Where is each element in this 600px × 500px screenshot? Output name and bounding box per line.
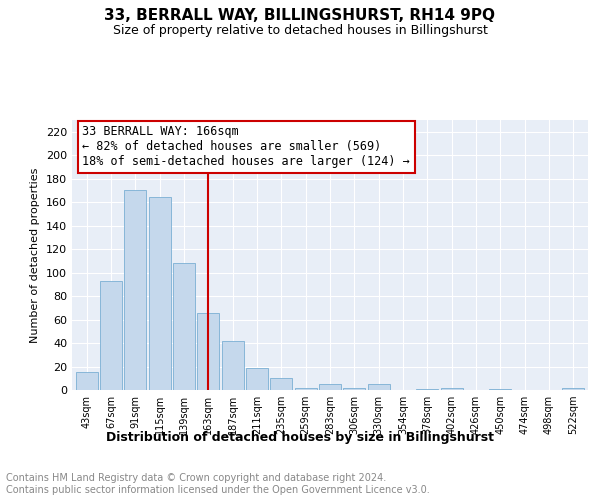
Bar xyxy=(197,312,219,390)
Bar xyxy=(441,388,463,390)
Bar xyxy=(124,190,146,390)
Bar xyxy=(368,384,389,390)
Text: 33 BERRALL WAY: 166sqm
← 82% of detached houses are smaller (569)
18% of semi-de: 33 BERRALL WAY: 166sqm ← 82% of detached… xyxy=(82,126,410,168)
Bar xyxy=(221,340,244,390)
Bar xyxy=(149,198,170,390)
Text: Contains HM Land Registry data © Crown copyright and database right 2024.
Contai: Contains HM Land Registry data © Crown c… xyxy=(6,474,430,495)
Bar xyxy=(271,378,292,390)
Text: 33, BERRALL WAY, BILLINGSHURST, RH14 9PQ: 33, BERRALL WAY, BILLINGSHURST, RH14 9PQ xyxy=(104,8,496,22)
Bar xyxy=(295,388,317,390)
Text: Size of property relative to detached houses in Billingshurst: Size of property relative to detached ho… xyxy=(113,24,487,37)
Bar xyxy=(319,384,341,390)
Bar xyxy=(173,263,195,390)
Bar xyxy=(490,389,511,390)
Bar xyxy=(76,372,98,390)
Bar xyxy=(343,388,365,390)
Text: Distribution of detached houses by size in Billingshurst: Distribution of detached houses by size … xyxy=(106,431,494,444)
Bar xyxy=(246,368,268,390)
Bar xyxy=(416,389,439,390)
Y-axis label: Number of detached properties: Number of detached properties xyxy=(31,168,40,342)
Bar xyxy=(562,388,584,390)
Bar xyxy=(100,281,122,390)
